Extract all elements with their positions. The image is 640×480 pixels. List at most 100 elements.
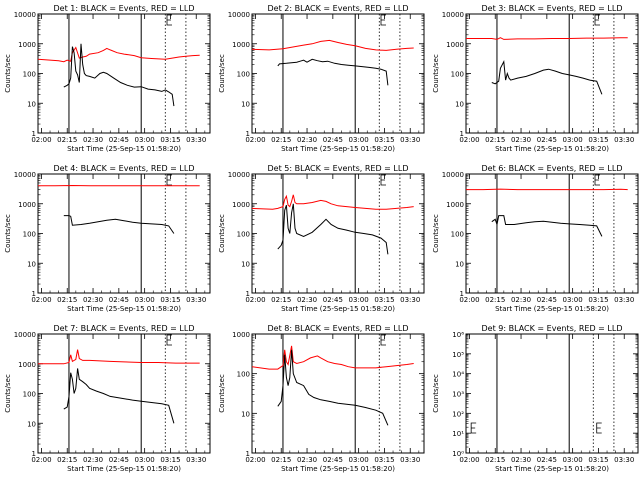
x-tick-label: 02:00 xyxy=(459,296,479,304)
y-tick-label: 1 xyxy=(460,290,464,298)
x-tick-label: 02:30 xyxy=(83,296,103,304)
bracket-marker xyxy=(594,174,600,186)
chart-panel-7: Det 7: BLACK = Events, RED = LLD 1 10 100 10… xyxy=(4,324,211,473)
x-tick-label: 02:00 xyxy=(245,296,265,304)
x-tick-label: 02:15 xyxy=(271,136,291,144)
plot-frame xyxy=(465,173,639,294)
y-tick-label: 1 xyxy=(246,130,250,138)
y-axis-label: Counts/sec xyxy=(218,54,226,93)
events-series-line xyxy=(63,215,175,234)
x-tick-label: 02:45 xyxy=(109,296,129,304)
chart-title: Det 9: BLACK = Events, RED = LLD xyxy=(482,324,623,333)
x-tick-label: 03:00 xyxy=(349,296,369,304)
plot-frame xyxy=(37,173,211,294)
y-tick-label: 100 xyxy=(237,371,250,379)
y-tick-label: 10 xyxy=(241,100,250,108)
plot-frame xyxy=(251,333,425,454)
x-tick-label: 03:00 xyxy=(563,296,583,304)
bracket-marker xyxy=(166,174,172,186)
y-tick-label: 100 xyxy=(237,231,250,239)
y-tick-label: 1 xyxy=(246,290,250,298)
y-tick-label: 10000 xyxy=(442,11,464,19)
x-tick-label: 03:00 xyxy=(349,456,369,464)
x-tick-label: 03:15 xyxy=(588,136,608,144)
x-tick-label: 03:30 xyxy=(614,296,634,304)
y-tick-label: 10 xyxy=(27,420,36,428)
y-tick-label: 1 xyxy=(32,290,36,298)
x-tick-label: 02:00 xyxy=(459,456,479,464)
bracket-marker xyxy=(166,334,172,346)
x-tick-label: 03:15 xyxy=(160,296,180,304)
x-axis-label: Start Time (25-Sep-15 01:58:20) xyxy=(67,305,181,313)
plot-frame xyxy=(251,173,425,294)
y-tick-label: 10⁵ xyxy=(452,351,464,359)
lld-series-line xyxy=(37,46,200,63)
y-tick-label: 100 xyxy=(237,71,250,79)
y-tick-label: 1 xyxy=(460,130,464,138)
x-tick-label: 02:45 xyxy=(109,456,129,464)
y-tick-label: 1000 xyxy=(18,41,36,49)
bracket-marker xyxy=(380,334,386,346)
events-series-line xyxy=(491,59,603,95)
lld-series-line xyxy=(251,345,414,370)
y-tick-label: 1 xyxy=(246,450,250,458)
events-series-line xyxy=(277,349,389,426)
x-axis-label: Start Time (25-Sep-15 01:58:20) xyxy=(495,465,609,473)
y-tick-label: 1000 xyxy=(232,41,250,49)
y-tick-label: 10000 xyxy=(14,171,36,179)
x-tick-label: 02:15 xyxy=(271,456,291,464)
y-tick-label: 100 xyxy=(23,231,36,239)
y-tick-label: 1 xyxy=(32,450,36,458)
x-tick-label: 02:45 xyxy=(537,456,557,464)
bracket-marker xyxy=(380,14,386,26)
x-tick-label: 02:00 xyxy=(459,136,479,144)
y-tick-label: 1000 xyxy=(232,331,250,339)
x-axis-label: Start Time (25-Sep-15 01:58:20) xyxy=(281,465,395,473)
y-tick-label: 10 xyxy=(27,260,36,268)
chart-title: Det 1: BLACK = Events, RED = LLD xyxy=(54,4,195,13)
x-axis-label: Start Time (25-Sep-15 01:58:20) xyxy=(67,145,181,153)
x-tick-label: 02:00 xyxy=(245,136,265,144)
y-tick-label: 10 xyxy=(455,260,464,268)
y-tick-label: 10 xyxy=(455,100,464,108)
y-tick-label: 10 xyxy=(241,260,250,268)
y-tick-label: 1000 xyxy=(18,361,36,369)
chart-title: Det 7: BLACK = Events, RED = LLD xyxy=(54,324,195,333)
x-tick-label: 03:30 xyxy=(186,136,206,144)
lld-series-line xyxy=(38,349,200,365)
x-tick-label: 02:30 xyxy=(83,136,103,144)
x-tick-label: 02:00 xyxy=(245,456,265,464)
y-tick-label: 10³ xyxy=(452,391,464,399)
x-tick-label: 03:15 xyxy=(160,136,180,144)
chart-panel-6: Det 6: BLACK = Events, RED = LLD 1 10 100 10… xyxy=(432,164,639,313)
x-tick-label: 03:30 xyxy=(614,456,634,464)
plot-frame xyxy=(37,333,211,454)
chart-panel-8: Det 8: BLACK = Events, RED = LLD 1 10 100 10… xyxy=(218,324,425,473)
x-tick-label: 02:15 xyxy=(485,136,505,144)
x-tick-label: 02:30 xyxy=(83,456,103,464)
y-tick-label: 1000 xyxy=(446,201,464,209)
x-tick-label: 03:15 xyxy=(160,456,180,464)
x-tick-label: 03:00 xyxy=(135,456,155,464)
plot-frame xyxy=(465,333,639,454)
chart-title: Det 5: BLACK = Events, RED = LLD xyxy=(268,164,409,173)
y-tick-label: 10 xyxy=(27,100,36,108)
x-tick-label: 02:45 xyxy=(109,136,129,144)
x-axis-label: Start Time (25-Sep-15 01:58:20) xyxy=(67,465,181,473)
bracket-marker xyxy=(166,14,172,26)
events-series-line xyxy=(63,368,175,424)
x-tick-label: 03:30 xyxy=(400,296,420,304)
bracket-marker xyxy=(596,422,602,434)
y-axis-label: Counts/sec xyxy=(432,214,440,253)
x-tick-label: 03:30 xyxy=(400,456,420,464)
x-tick-label: 03:30 xyxy=(186,296,206,304)
y-tick-label: 10 xyxy=(241,410,250,418)
x-tick-label: 03:30 xyxy=(614,136,634,144)
events-series-line xyxy=(63,43,175,107)
y-axis-label: Counts/sec xyxy=(4,374,12,413)
y-tick-label: 100 xyxy=(451,231,464,239)
lld-series-line xyxy=(251,39,414,51)
x-tick-label: 03:30 xyxy=(186,456,206,464)
x-tick-label: 03:15 xyxy=(374,456,394,464)
